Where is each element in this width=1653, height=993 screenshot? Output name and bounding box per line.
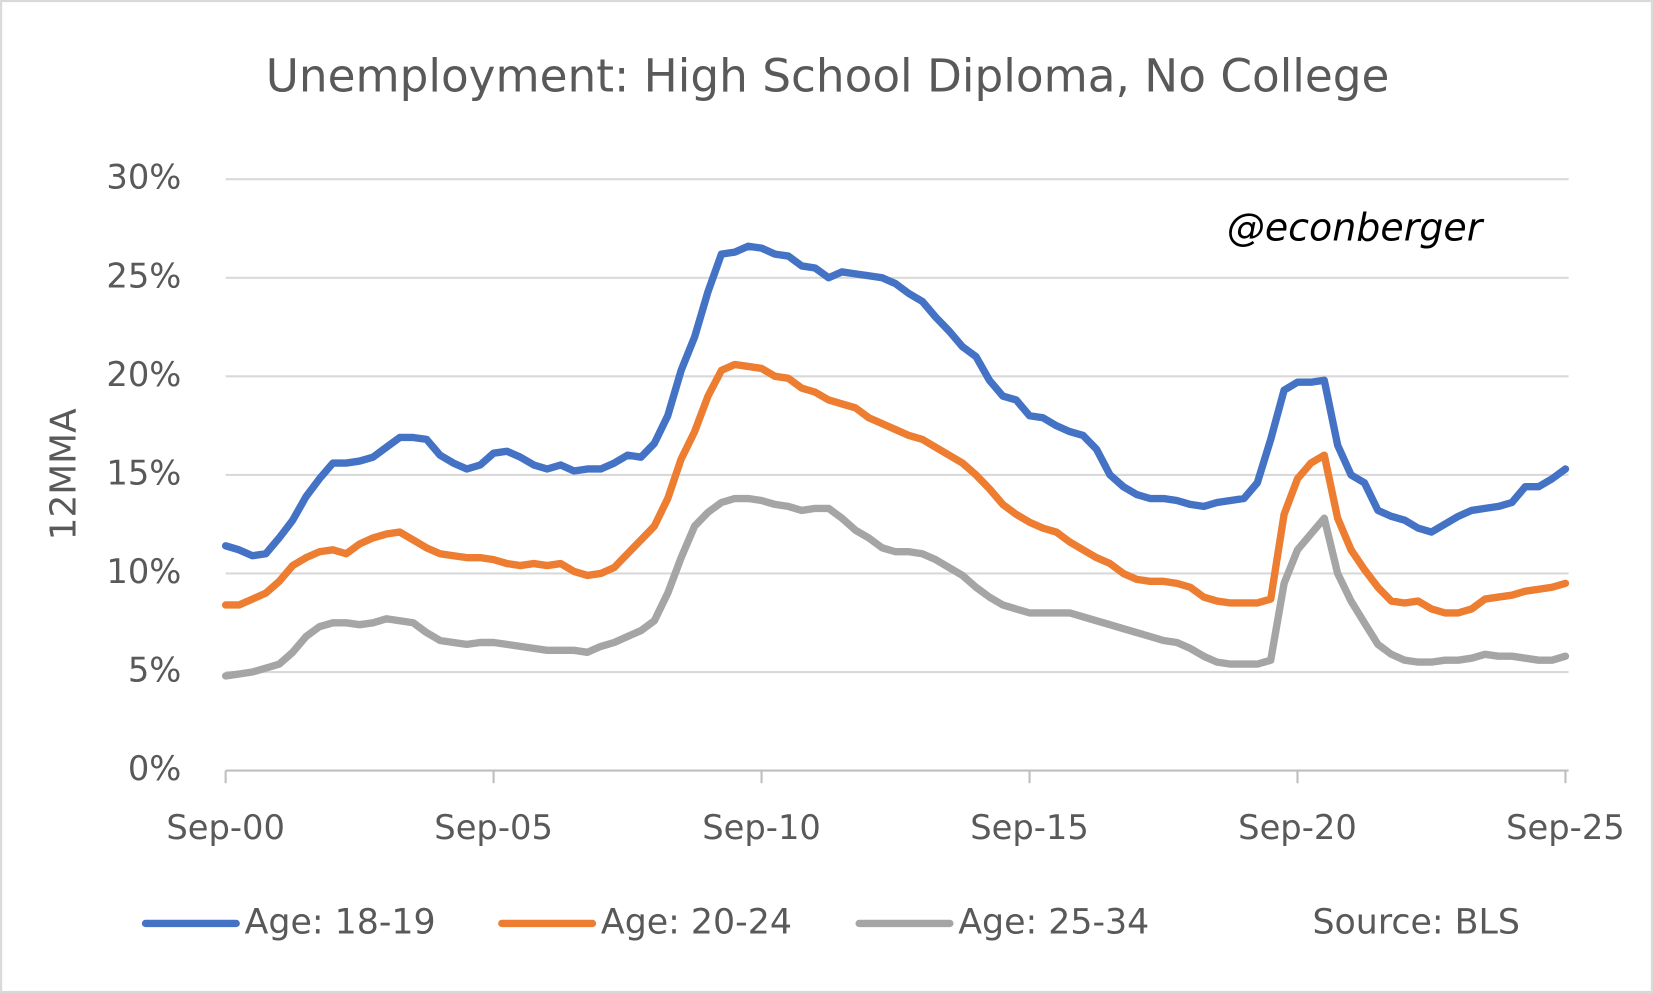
x-tick-label: Sep-05 xyxy=(434,808,553,847)
x-tick-label: Sep-10 xyxy=(702,808,821,847)
y-axis-label: 12MMA xyxy=(43,408,84,540)
y-tick-label: 10% xyxy=(106,552,181,591)
legend-label: Age: 25-34 xyxy=(958,902,1149,942)
series-line xyxy=(221,360,1570,617)
source-note: Source: BLS xyxy=(1312,902,1519,942)
y-tick-label: 20% xyxy=(106,355,181,394)
chart-title: Unemployment: High School Diploma, No Co… xyxy=(266,50,1390,103)
legend-label: Age: 20-24 xyxy=(601,902,792,942)
y-tick-label: 15% xyxy=(106,453,181,492)
legend-label: Age: 18-19 xyxy=(245,902,436,942)
y-tick-label: 25% xyxy=(106,256,181,295)
x-tick-label: Sep-25 xyxy=(1506,808,1625,847)
annotation: @econberger xyxy=(1227,205,1485,249)
y-tick-label: 30% xyxy=(106,158,181,197)
series-line xyxy=(221,242,1570,560)
x-tick-label: Sep-00 xyxy=(166,808,285,847)
y-tick-label: 5% xyxy=(128,651,182,690)
x-tick-label: Sep-15 xyxy=(970,808,1089,847)
y-tick-label: 0% xyxy=(128,749,182,788)
x-tick-label: Sep-20 xyxy=(1238,808,1357,847)
series-line xyxy=(221,494,1570,680)
